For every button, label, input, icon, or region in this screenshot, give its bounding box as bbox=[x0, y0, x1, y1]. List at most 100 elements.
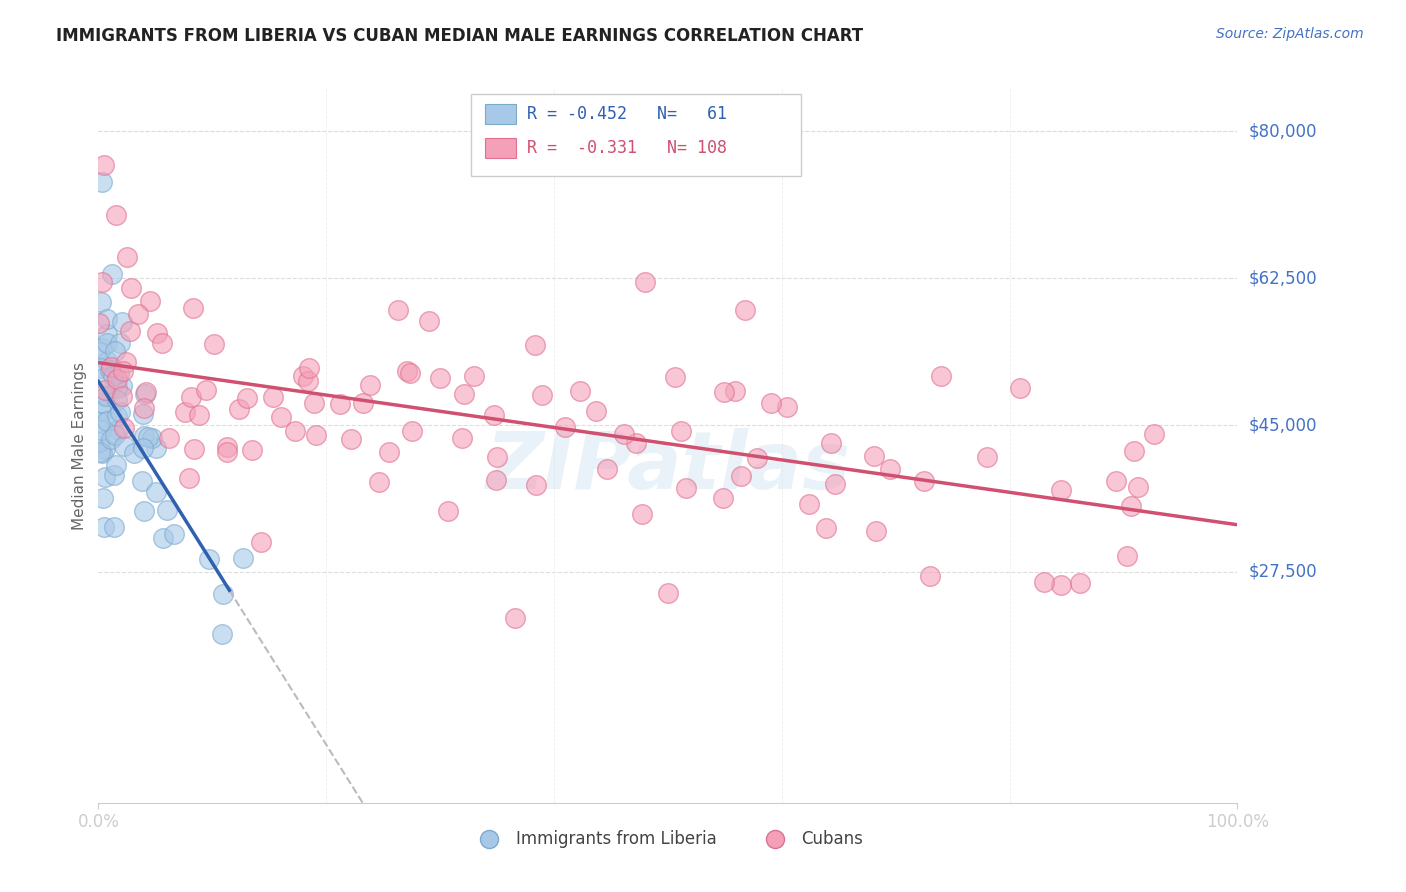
Point bbox=[378, 445, 401, 459]
Point bbox=[90, 423, 112, 437]
Point bbox=[929, 369, 952, 384]
Point bbox=[105, 458, 128, 472]
Point bbox=[145, 485, 167, 500]
Point bbox=[359, 377, 381, 392]
Point bbox=[127, 307, 149, 321]
Point bbox=[96, 335, 118, 350]
Point bbox=[820, 436, 842, 450]
Point bbox=[292, 369, 315, 384]
Point bbox=[183, 442, 205, 456]
Point bbox=[453, 386, 475, 401]
Point bbox=[918, 568, 941, 582]
Point bbox=[1008, 381, 1031, 395]
Point bbox=[135, 384, 157, 399]
Point bbox=[96, 354, 118, 368]
Point bbox=[352, 396, 374, 410]
Point bbox=[96, 311, 118, 326]
Point bbox=[181, 301, 204, 315]
Point bbox=[197, 551, 219, 566]
Point bbox=[103, 520, 125, 534]
Point bbox=[215, 440, 238, 454]
Point bbox=[270, 410, 292, 425]
Point bbox=[111, 364, 134, 378]
Point bbox=[93, 158, 115, 172]
Point bbox=[1116, 549, 1139, 563]
Point bbox=[634, 275, 657, 289]
Point bbox=[103, 468, 125, 483]
Point bbox=[90, 175, 112, 189]
Point bbox=[302, 395, 325, 409]
Point bbox=[368, 475, 391, 489]
Point bbox=[145, 441, 167, 455]
Point bbox=[87, 416, 110, 430]
Point bbox=[865, 524, 887, 538]
Point bbox=[100, 360, 122, 375]
Point bbox=[824, 477, 846, 491]
Point bbox=[91, 402, 114, 417]
Point bbox=[554, 420, 576, 434]
Point bbox=[485, 474, 508, 488]
Text: $27,500: $27,500 bbox=[1249, 563, 1317, 581]
Point bbox=[139, 293, 162, 308]
Point bbox=[91, 491, 114, 506]
Point bbox=[105, 392, 128, 407]
Point bbox=[87, 344, 110, 359]
Point bbox=[724, 384, 747, 399]
Point bbox=[94, 389, 117, 403]
Point bbox=[107, 423, 129, 437]
Point bbox=[105, 381, 128, 395]
Point bbox=[232, 551, 254, 566]
Point bbox=[110, 336, 132, 351]
Point bbox=[100, 433, 122, 447]
Point bbox=[174, 405, 197, 419]
Point bbox=[122, 446, 145, 460]
Point bbox=[134, 387, 156, 401]
Point bbox=[298, 361, 321, 376]
Point bbox=[91, 388, 114, 402]
Point bbox=[104, 343, 127, 358]
Point bbox=[976, 450, 998, 464]
Point bbox=[101, 267, 124, 281]
Point bbox=[711, 491, 734, 506]
Point bbox=[1050, 578, 1073, 592]
Point bbox=[105, 409, 128, 423]
Point bbox=[1126, 479, 1149, 493]
Point bbox=[284, 424, 307, 438]
Point bbox=[249, 534, 271, 549]
Point bbox=[745, 450, 768, 465]
Point bbox=[132, 401, 155, 415]
Point bbox=[89, 361, 111, 376]
Point bbox=[797, 497, 820, 511]
Point bbox=[150, 335, 173, 350]
Point bbox=[297, 374, 319, 388]
Point bbox=[111, 315, 134, 329]
Point bbox=[98, 362, 121, 376]
Point bbox=[613, 427, 636, 442]
Point bbox=[110, 405, 132, 419]
Point bbox=[195, 383, 218, 397]
Point bbox=[212, 587, 235, 601]
Point bbox=[879, 462, 901, 476]
Point bbox=[759, 396, 782, 410]
Point bbox=[111, 389, 134, 403]
Point bbox=[87, 435, 110, 450]
Point bbox=[399, 366, 422, 380]
Point bbox=[482, 408, 505, 422]
Point bbox=[89, 445, 111, 459]
Point bbox=[734, 303, 756, 318]
Point bbox=[240, 443, 263, 458]
Point bbox=[1069, 575, 1091, 590]
Text: $62,500: $62,500 bbox=[1249, 269, 1317, 287]
Point bbox=[776, 400, 799, 414]
Point bbox=[387, 303, 409, 318]
Point bbox=[202, 336, 225, 351]
Point bbox=[94, 383, 117, 397]
Text: R = -0.452   N=   61: R = -0.452 N= 61 bbox=[527, 105, 727, 123]
Point bbox=[94, 469, 117, 483]
Point bbox=[657, 586, 679, 600]
Point bbox=[1049, 483, 1071, 498]
Point bbox=[107, 366, 129, 380]
Point bbox=[569, 384, 592, 398]
Point bbox=[120, 324, 142, 338]
Text: R =  -0.331   N= 108: R = -0.331 N= 108 bbox=[527, 139, 727, 157]
